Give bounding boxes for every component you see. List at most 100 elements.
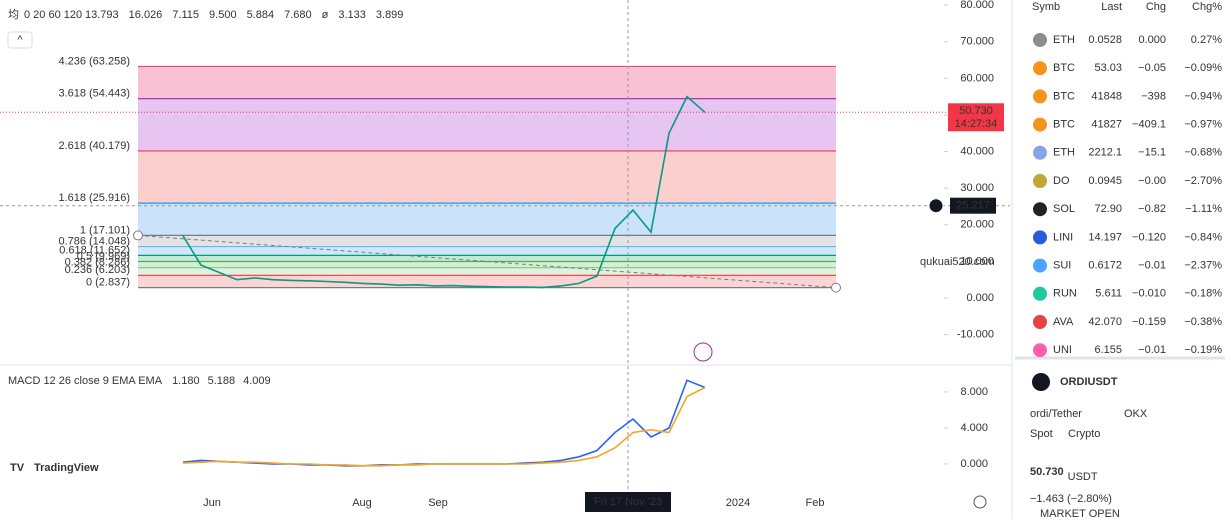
symbol[interactable]: BTC	[1053, 62, 1075, 74]
indicator-params: 0 20 60 120	[24, 9, 82, 21]
cell: 2212.1	[1088, 147, 1122, 159]
symbol[interactable]: LINI	[1053, 231, 1073, 243]
x-tick-label: Jun	[203, 497, 221, 509]
cell: 41848	[1091, 90, 1122, 102]
symbol-icon	[1033, 202, 1047, 217]
cell: −0.68%	[1184, 147, 1222, 159]
column-header: Last	[1101, 1, 1122, 13]
symbol[interactable]: UNI	[1053, 344, 1072, 356]
indicator-value: 7.115	[172, 9, 199, 21]
cell: −0.97%	[1184, 119, 1222, 131]
price-digit: 0	[1058, 466, 1064, 478]
market: Spot	[1030, 428, 1053, 440]
watchlist: Symb Last Chg Chg% ETH 0.0528 0.000 0.27% BTC 53.…	[1015, 0, 1225, 519]
indicator-value: 3.133	[338, 9, 366, 21]
add-button[interactable]	[928, 198, 944, 214]
cell: −0.120	[1132, 231, 1166, 243]
collapse-button[interactable]	[7, 31, 33, 49]
series-line	[182, 386, 706, 467]
price: 50.73	[1030, 466, 1058, 478]
cell: 53.03	[1094, 62, 1122, 74]
symbol-icon	[1033, 258, 1047, 273]
symbol[interactable]: SOL	[1053, 203, 1075, 215]
symbol[interactable]: AVA	[1053, 316, 1074, 328]
symbol[interactable]: SUI	[1053, 260, 1071, 272]
symbol[interactable]: BTC	[1053, 90, 1075, 102]
column-header: Chg%	[1192, 1, 1222, 13]
cell: 0.0945	[1088, 175, 1122, 187]
macd-value: 4.009	[243, 375, 271, 387]
fib-label: 3.618 (54.443)	[58, 88, 130, 100]
indicator-value: 16.026	[129, 9, 163, 21]
x-tick-label: Aug	[352, 497, 372, 509]
y-tick-label: 70.000	[960, 36, 994, 48]
cell: 0.0528	[1088, 34, 1122, 46]
symbol[interactable]: RUN	[1053, 288, 1077, 300]
fib-label: 0.618 (11.652)	[59, 244, 130, 256]
fib-handle[interactable]	[831, 282, 841, 293]
symbol-icon	[1033, 33, 1047, 47]
y-tick-label: 30.000	[960, 182, 994, 194]
crosshair-date: Fri 17 Nov '23	[594, 496, 662, 508]
category: Crypto	[1068, 428, 1100, 440]
y-tick-label: 40.000	[960, 145, 994, 157]
cell: 14.197	[1088, 231, 1122, 243]
cell: −1.11%	[1185, 203, 1222, 215]
cell: 6.155	[1094, 344, 1122, 356]
fib-zone	[138, 150, 836, 204]
fib-label: 1.618 (25.916)	[58, 192, 130, 204]
cell: −2.70%	[1184, 175, 1222, 187]
countdown: 14:27:34	[955, 118, 998, 130]
cell: 42.070	[1088, 316, 1122, 328]
y-tick-label: 20.000	[960, 219, 994, 231]
symbol[interactable]: DO	[1053, 175, 1070, 187]
symbol[interactable]: BTC	[1053, 119, 1075, 131]
collapse-icon: ^	[17, 34, 23, 46]
fib-label: 0.786 (14.048)	[58, 235, 130, 247]
cell: −0.82	[1138, 203, 1166, 215]
symbol-icon	[1032, 373, 1050, 391]
settings-button[interactable]	[973, 495, 987, 509]
crosshair-price: 25.217	[956, 200, 990, 212]
y-tick-label: 60.000	[960, 72, 994, 84]
cell: −2.37%	[1184, 260, 1222, 272]
fib-label: 1 (17.101)	[80, 224, 130, 236]
last-price-box	[948, 103, 1004, 132]
cell: −0.19%	[1184, 344, 1222, 356]
y-tick-label: 8.000	[960, 386, 988, 398]
y-tick-label: 0.000	[966, 292, 994, 304]
fib-zone	[138, 66, 836, 99]
symbol[interactable]: ETH	[1053, 147, 1075, 159]
fib-label: 0.5 (9.969)	[77, 250, 130, 262]
cell: 72.90	[1094, 203, 1122, 215]
cell: −409.1	[1132, 119, 1166, 131]
watermark: qukuai520.com	[920, 256, 995, 268]
alert-icon[interactable]	[693, 342, 713, 362]
cell: 0.000	[1138, 34, 1166, 46]
fib-zone	[138, 235, 836, 247]
last-price: 50.730	[959, 105, 993, 117]
pair: ordi/Tether	[1030, 408, 1082, 420]
status: MARKET OPEN	[1040, 508, 1120, 519]
fib-zone	[138, 255, 836, 262]
symbol-icon	[1033, 230, 1047, 245]
cell: −15.1	[1138, 147, 1166, 159]
macd-legend: MACD 12 26 close 9 EMA EMA	[8, 375, 163, 387]
y-tick-label: 4.000	[960, 422, 988, 434]
macd-value: 5.188	[208, 375, 236, 387]
indicator-value: 7.680	[284, 9, 312, 21]
fib-handle[interactable]	[133, 230, 143, 241]
x-tick-label: Sep	[428, 497, 448, 509]
symbol[interactable]: ETH	[1053, 34, 1075, 46]
fib-zone	[138, 246, 836, 256]
fib-retracement: 4.236 (63.258) 3.618 (54.443) 2.618 (40.17…	[58, 55, 841, 293]
symbol-name: ORDIUSDT	[1060, 376, 1118, 388]
macd-value: 1.180	[172, 375, 200, 387]
symbol-icon	[1033, 89, 1047, 104]
y-tick-label: 80.000	[960, 0, 994, 11]
change: −1.463 (−2.80%)	[1030, 493, 1112, 505]
y-tick-label: -10.000	[957, 329, 994, 341]
cell: −0.94%	[1184, 90, 1222, 102]
exchange: OKX	[1124, 408, 1148, 420]
